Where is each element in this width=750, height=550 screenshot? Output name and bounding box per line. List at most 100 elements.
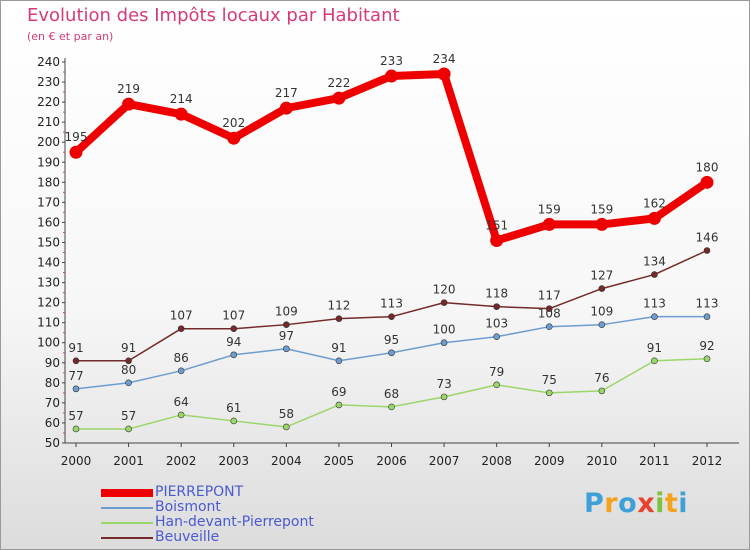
y-tick-label: 170 [37, 195, 60, 209]
data-label: 57 [68, 409, 83, 423]
data-point [177, 367, 185, 375]
data-label: 95 [384, 333, 399, 347]
legend-item: Boismont [101, 500, 314, 515]
data-label: 69 [331, 385, 346, 399]
data-point [542, 217, 556, 231]
logo-letter: P [584, 488, 605, 519]
data-point [72, 385, 80, 393]
data-label: 100 [433, 323, 456, 337]
y-tick-label: 220 [37, 95, 60, 109]
data-point [283, 321, 290, 328]
data-point [388, 349, 395, 357]
data-label: 219 [117, 82, 140, 96]
data-point [125, 379, 132, 387]
data-point [335, 357, 343, 365]
x-tick-label: 2004 [271, 454, 302, 468]
data-point [177, 411, 185, 419]
data-label: 109 [590, 305, 613, 319]
data-label: 61 [226, 401, 241, 415]
y-tick-label: 130 [37, 276, 60, 290]
data-label: 80 [121, 363, 136, 377]
data-label: 108 [538, 307, 561, 321]
legend-swatch [101, 536, 153, 539]
data-point [493, 333, 500, 341]
data-label: 159 [590, 202, 613, 216]
data-point [440, 339, 448, 347]
data-point [651, 313, 658, 320]
data-label: 217 [275, 86, 298, 100]
chart-subtitle: (en € et par an) [27, 30, 114, 43]
y-tick-label: 190 [37, 155, 60, 169]
data-point [335, 315, 343, 322]
data-point [647, 211, 661, 225]
data-label: 195 [65, 130, 88, 144]
data-label: 113 [380, 297, 403, 311]
data-label: 162 [643, 196, 666, 210]
data-label: 146 [696, 230, 719, 244]
data-point [230, 417, 238, 425]
data-label: 120 [433, 283, 456, 297]
chart-title: Evolution des Impôts locaux par Habitant [27, 5, 400, 26]
y-tick-label: 160 [37, 215, 60, 229]
legend-label: Beuveille [155, 529, 220, 545]
data-label: 68 [384, 387, 399, 401]
data-point [598, 321, 606, 328]
data-point [125, 425, 132, 433]
legend-item: Han-devant-Pierrepont [101, 515, 314, 530]
y-tick-label: 140 [37, 256, 60, 270]
y-tick-label: 120 [37, 296, 60, 310]
data-point [177, 325, 185, 333]
data-point [283, 345, 290, 353]
data-point [700, 175, 714, 189]
logo-letter: t [664, 488, 679, 519]
data-label: 180 [696, 160, 719, 174]
data-point [72, 425, 80, 433]
data-label: 57 [121, 409, 136, 423]
data-label: 159 [538, 202, 561, 216]
data-label: 103 [485, 317, 508, 331]
data-point [174, 107, 188, 121]
data-label: 112 [327, 299, 350, 313]
legend-swatch [101, 488, 153, 497]
y-tick-label: 80 [45, 376, 60, 390]
x-tick-label: 2010 [587, 454, 618, 468]
data-label: 79 [489, 365, 504, 379]
logo-letter: o [618, 488, 638, 519]
data-point [72, 357, 80, 365]
data-label: 202 [222, 116, 245, 130]
data-point [493, 303, 500, 310]
data-label: 234 [433, 52, 456, 66]
data-label: 107 [222, 309, 245, 323]
logo-letter: i [655, 488, 665, 519]
legend-label: PIERREPONT [155, 484, 244, 500]
x-tick-label: 2003 [218, 454, 249, 468]
y-tick-label: 230 [37, 75, 60, 89]
data-label: 151 [485, 218, 508, 232]
data-label: 222 [327, 76, 350, 90]
data-point [283, 423, 290, 431]
data-point [493, 381, 500, 389]
y-tick-label: 180 [37, 175, 60, 189]
data-label: 94 [226, 335, 241, 349]
data-label: 77 [68, 369, 83, 383]
legend: PIERREPONT Boismont Han-devant-Pierrepont B… [101, 485, 314, 545]
data-point [703, 313, 711, 320]
legend-swatch [101, 521, 153, 524]
logo-letter: r [604, 488, 619, 519]
data-label: 76 [594, 371, 609, 385]
data-point [703, 247, 711, 254]
y-tick-label: 70 [45, 396, 60, 410]
data-point [122, 97, 136, 111]
x-tick-label: 2008 [481, 454, 512, 468]
data-point [388, 403, 395, 411]
data-point [545, 323, 553, 330]
data-point [230, 351, 238, 359]
legend-item: PIERREPONT [101, 485, 314, 500]
data-point [437, 67, 451, 81]
data-label: 91 [68, 341, 83, 355]
y-tick-label: 150 [37, 235, 60, 249]
y-tick-label: 200 [37, 135, 60, 149]
y-tick-label: 240 [37, 55, 60, 69]
data-point [332, 91, 346, 105]
